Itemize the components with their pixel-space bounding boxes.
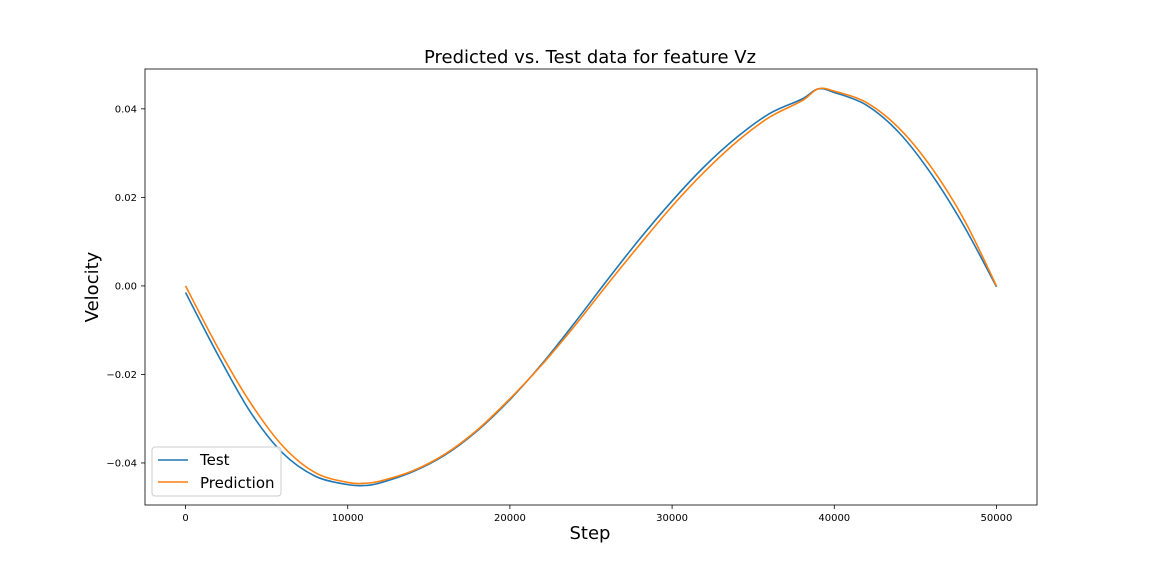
y-axis-label: Velocity — [82, 251, 103, 322]
y-tick-label: 0.04 — [115, 104, 137, 115]
chart-title: Predicted vs. Test data for feature Vz — [424, 47, 756, 68]
series-line-prediction — [184, 87, 998, 485]
y-axis: −0.04 −0.02 0.00 0.02 0.04 — [106, 104, 145, 469]
x-tick-label: 0 — [182, 513, 188, 524]
y-tick-label: −0.02 — [106, 370, 137, 381]
legend-label-prediction: Prediction — [200, 474, 275, 492]
plot-frame — [144, 68, 1038, 506]
series-line-test — [184, 87, 998, 487]
legend: Test Prediction — [151, 446, 282, 497]
plot-series — [184, 87, 998, 487]
x-axis-label: Step — [570, 523, 611, 544]
x-tick-label: 10000 — [332, 513, 364, 524]
x-tick-label: 20000 — [494, 513, 526, 524]
legend-label-test: Test — [199, 451, 230, 469]
x-axis: 0 10000 20000 30000 40000 50000 — [182, 505, 1012, 524]
y-tick-label: 0.00 — [115, 281, 137, 292]
x-tick-label: 50000 — [981, 513, 1013, 524]
x-tick-label: 40000 — [818, 513, 850, 524]
x-tick-label: 30000 — [656, 513, 688, 524]
y-tick-label: 0.02 — [115, 193, 137, 204]
y-tick-label: −0.04 — [106, 458, 137, 469]
